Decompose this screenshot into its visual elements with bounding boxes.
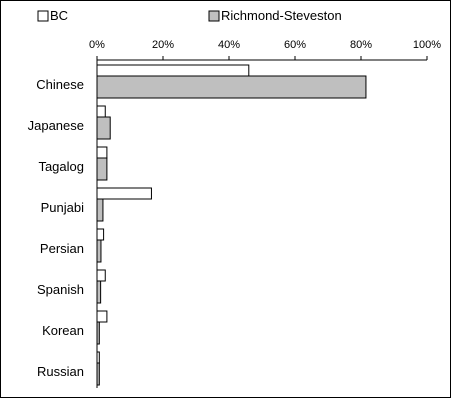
legend-swatch-richmond-steveston	[208, 10, 220, 22]
x-tick-label-20: 20%	[152, 39, 174, 51]
bar-russian-bc	[96, 351, 100, 364]
legend-label-bc: BC	[50, 8, 68, 23]
legend-swatch-bc	[37, 10, 49, 22]
x-tick-label-100: 100%	[413, 39, 441, 51]
bar-chinese-bc	[96, 64, 250, 77]
bar-korean-bc	[96, 310, 108, 323]
bar-spanish-richmond-steveston	[96, 280, 102, 304]
bar-korean-richmond-steveston	[96, 321, 100, 345]
x-tick-label-80: 80%	[350, 39, 372, 51]
bar-punjabi-richmond-steveston	[96, 198, 104, 222]
category-label-japanese: Japanese	[28, 118, 84, 133]
legend: BC Richmond-Steveston	[37, 8, 342, 23]
legend-label-richmond-steveston: Richmond-Steveston	[221, 8, 342, 23]
category-label-chinese: Chinese	[36, 77, 84, 92]
x-tick-label-40: 40%	[218, 39, 240, 51]
category-label-punjabi: Punjabi	[41, 200, 84, 215]
x-axis-tick-marks	[96, 56, 428, 60]
category-label-persian: Persian	[40, 241, 84, 256]
category-labels: Chinese Japanese Tagalog Punjabi Persian…	[28, 77, 84, 379]
x-tick-label-60: 60%	[284, 39, 306, 51]
category-label-korean: Korean	[42, 323, 84, 338]
bar-russian-richmond-steveston	[96, 362, 100, 386]
bar-japanese-richmond-steveston	[96, 116, 111, 140]
bar-persian-bc	[96, 228, 105, 241]
bar-chinese-richmond-steveston	[96, 75, 367, 99]
category-label-russian: Russian	[37, 364, 84, 379]
category-label-spanish: Spanish	[37, 282, 84, 297]
category-label-tagalog: Tagalog	[38, 159, 84, 174]
bar-japanese-bc	[96, 105, 106, 118]
x-tick-label-0: 0%	[89, 39, 105, 51]
x-axis-tick-labels: 0% 20% 40% 60% 80% 100%	[89, 39, 441, 51]
bar-tagalog-richmond-steveston	[96, 157, 108, 181]
bar-spanish-bc	[96, 269, 106, 282]
bar-persian-richmond-steveston	[96, 239, 102, 263]
bar-punjabi-bc	[96, 187, 152, 200]
bars	[96, 64, 367, 386]
bar-tagalog-bc	[96, 146, 108, 159]
